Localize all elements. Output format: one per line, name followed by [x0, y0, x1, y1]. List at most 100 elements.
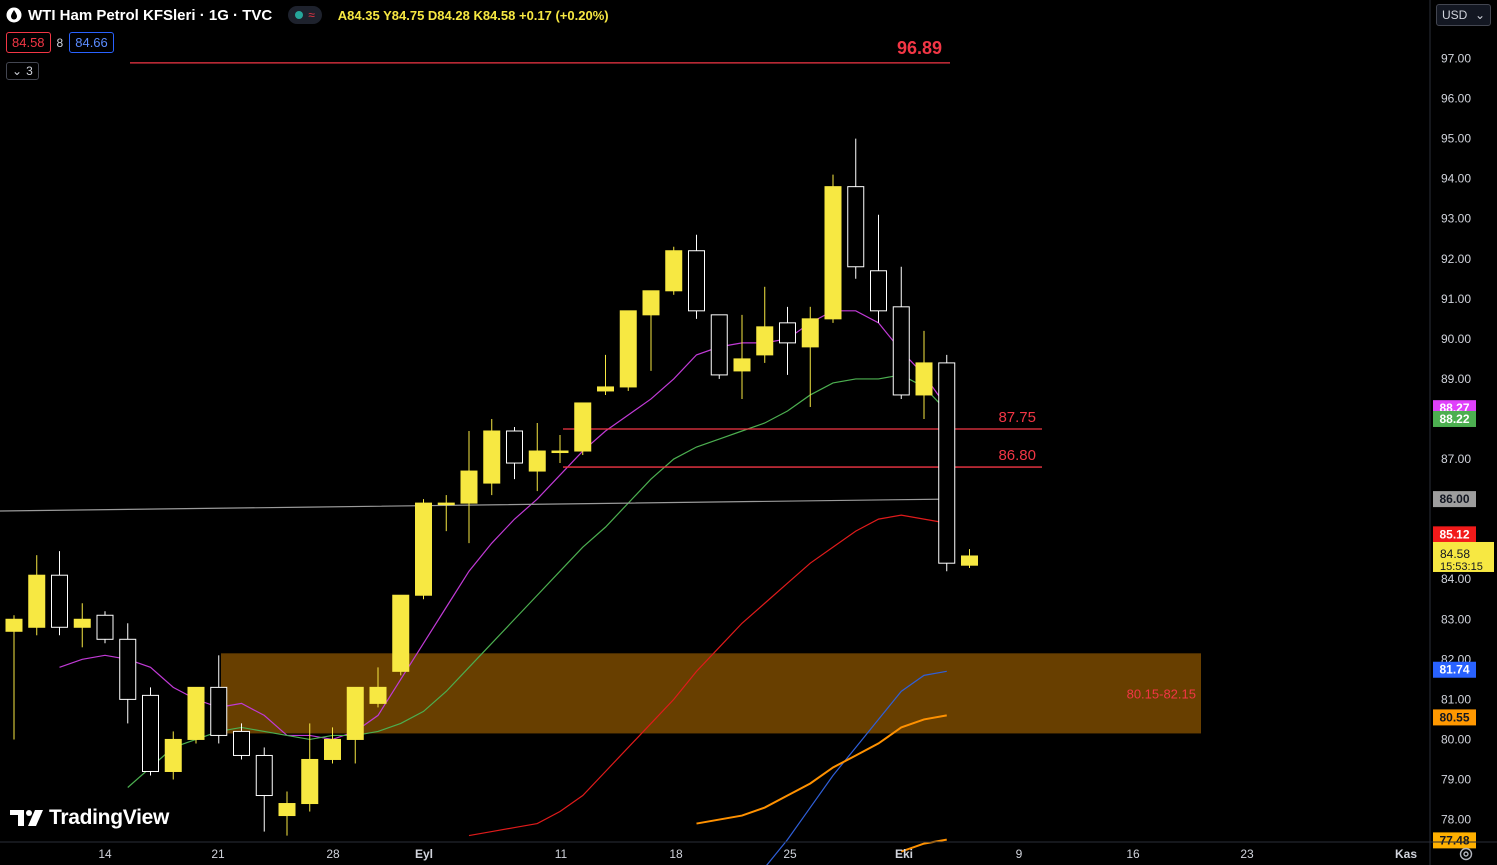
- candle-body: [756, 326, 774, 356]
- candle-body: [642, 290, 660, 316]
- y-tick-label: 97.00: [1441, 51, 1471, 65]
- candle-body: [688, 250, 705, 312]
- candle: [801, 306, 819, 407]
- candle-body: [779, 322, 796, 344]
- candle: [278, 791, 296, 836]
- y-tick-label: 93.00: [1441, 212, 1471, 226]
- indicator-count: 3: [26, 64, 33, 78]
- candle: [119, 623, 137, 724]
- candle-body: [164, 738, 182, 772]
- candle: [619, 310, 637, 391]
- candle: [210, 655, 228, 744]
- candle-body: [210, 686, 228, 736]
- settings-gear-icon[interactable]: [1458, 846, 1474, 862]
- brand-name: TradingView: [49, 806, 170, 829]
- candle: [483, 418, 501, 496]
- moving-average-line: [468, 514, 947, 837]
- x-tick-label: 11: [555, 847, 568, 861]
- price-badge: [1433, 410, 1476, 427]
- y-tick-label: 78.00: [1441, 813, 1471, 827]
- candle-body: [824, 186, 842, 320]
- currency-label: USD: [1442, 8, 1468, 22]
- candle: [551, 435, 569, 464]
- symbol-header: WTI Ham Petrol KFSleri · 1G · TVC ≈ A84.…: [6, 4, 609, 26]
- y-tick-label: 95.00: [1441, 132, 1471, 146]
- candle: [369, 667, 387, 708]
- candle: [28, 555, 46, 636]
- tv-logo-icon: [10, 810, 43, 826]
- candle: [938, 354, 956, 572]
- moving-average-line: [900, 838, 947, 853]
- candle: [870, 214, 887, 323]
- candle-body: [437, 502, 455, 506]
- trade-row: 84.58 8 84.66: [6, 32, 114, 53]
- currency-select[interactable]: USD ⌄: [1436, 4, 1491, 26]
- price-level-label: 86.80: [998, 447, 1036, 464]
- candle-body: [5, 618, 23, 632]
- candle-body: [187, 686, 205, 740]
- market-open-icon: [295, 11, 304, 19]
- candle-body: [892, 306, 910, 396]
- tradingview-logo[interactable]: TradingView: [10, 806, 169, 830]
- candle-body: [847, 186, 865, 268]
- candle: [961, 549, 978, 568]
- candle: [255, 747, 273, 832]
- spread-value: 8: [56, 35, 64, 50]
- x-tick-label: 21: [211, 847, 225, 861]
- price-badge-label: 85.12: [1439, 527, 1469, 541]
- candle-body: [619, 310, 637, 388]
- price-badge-label: 88.22: [1439, 412, 1469, 426]
- support-zone-label: 80.15-82.15: [1127, 686, 1196, 701]
- buy-button[interactable]: 84.66: [69, 32, 114, 53]
- candle: [574, 402, 592, 456]
- market-status[interactable]: ≈: [288, 6, 322, 24]
- candle-body: [233, 730, 250, 756]
- candle: [142, 687, 159, 776]
- price-badge-label: 80.55: [1439, 710, 1469, 724]
- y-tick-label: 87.00: [1441, 452, 1471, 466]
- y-tick-label: 83.00: [1441, 612, 1471, 626]
- y-tick-label: 96.00: [1441, 92, 1471, 106]
- y-tick-label: 79.00: [1441, 772, 1471, 786]
- candle-body: [938, 362, 956, 564]
- candle: [301, 723, 319, 812]
- candle: [642, 290, 660, 371]
- moving-average-line: [0, 498, 947, 512]
- candle-body: [369, 686, 387, 704]
- candle-body: [96, 614, 114, 640]
- last-price-badge: [1433, 541, 1494, 572]
- moving-average-line: [766, 670, 947, 865]
- candle-body: [665, 250, 683, 292]
- x-tick-label: Eyl: [415, 847, 433, 861]
- sell-button[interactable]: 84.58: [6, 32, 51, 53]
- price-badge: [1433, 491, 1476, 508]
- symbol-title[interactable]: WTI Ham Petrol KFSleri · 1G · TVC: [28, 6, 273, 24]
- delay-wave-icon: ≈: [308, 8, 315, 22]
- candle-body: [346, 686, 364, 740]
- candle-body: [278, 803, 296, 817]
- candle-body: [528, 450, 546, 472]
- x-tick-label: 18: [669, 847, 683, 861]
- y-tick-label: 81.00: [1441, 692, 1471, 706]
- candle-body: [597, 386, 614, 392]
- candle-body: [506, 430, 523, 464]
- candle: [688, 234, 705, 319]
- y-tick-label: 92.00: [1441, 252, 1471, 266]
- support-zone: [221, 653, 1201, 734]
- candle: [187, 686, 205, 744]
- y-tick-label: 91.00: [1441, 292, 1471, 306]
- candle-body: [119, 638, 137, 700]
- price-badge: [1433, 661, 1476, 678]
- candle: [51, 551, 68, 636]
- indicators-toggle[interactable]: ⌄ 3: [6, 62, 39, 80]
- candle: [233, 723, 250, 760]
- candle-body: [255, 754, 273, 797]
- candle: [665, 246, 683, 295]
- candle: [460, 431, 478, 544]
- last-price-label: 84.58: [1440, 547, 1470, 561]
- candle-body: [801, 318, 819, 348]
- candle-body: [574, 402, 592, 452]
- candle-body: [301, 758, 319, 805]
- x-tick-label: 9: [1016, 847, 1023, 861]
